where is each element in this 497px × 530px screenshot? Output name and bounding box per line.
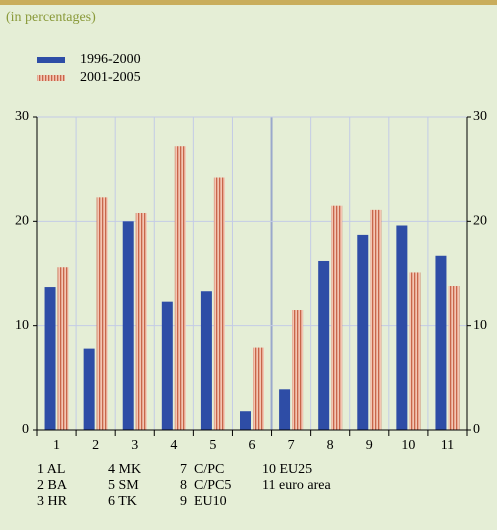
key-label: 10 EU25 [262, 462, 312, 477]
y2-tick-label: 10 [473, 318, 487, 333]
bar [174, 146, 186, 431]
key-label: 9 EU10 [180, 494, 227, 509]
legend-swatch [37, 57, 65, 63]
y-tick-label: 20 [15, 214, 29, 229]
bar [96, 197, 108, 430]
x-tick-label: 7 [288, 438, 295, 453]
bar [318, 260, 330, 430]
bar [435, 255, 447, 430]
bar [279, 389, 291, 430]
y2-tick-label: 20 [473, 214, 487, 229]
key-label: 1 AL [37, 462, 65, 477]
bar [331, 205, 343, 430]
legend-swatch [37, 75, 65, 81]
subtitle: (in percentages) [6, 10, 96, 25]
bar [396, 225, 408, 430]
bar [83, 348, 95, 430]
bar [357, 234, 369, 430]
x-tick-label: 10 [401, 438, 415, 453]
bar [409, 272, 421, 430]
key-label: 2 BA [37, 478, 68, 493]
y-tick-label: 30 [15, 109, 29, 124]
bar [240, 411, 251, 430]
key-label: 5 SM [108, 478, 139, 493]
x-tick-label: 6 [249, 438, 256, 453]
key-label: 3 HR [37, 494, 68, 509]
x-tick-label: 4 [170, 438, 177, 453]
y-tick-label: 10 [15, 318, 29, 333]
y-tick-label: 0 [22, 422, 29, 437]
bar [213, 177, 225, 430]
bar [253, 347, 264, 430]
bar [200, 291, 212, 430]
bar [448, 286, 460, 430]
bar [161, 301, 173, 430]
key-label: 6 TK [108, 494, 137, 509]
bar [57, 267, 69, 430]
key-label: 7 C/PC [180, 462, 224, 477]
bar [370, 209, 382, 430]
x-tick-label: 9 [366, 438, 373, 453]
bar [122, 221, 134, 430]
top-bar [0, 0, 497, 5]
legend-label: 1996-2000 [80, 52, 141, 67]
x-tick-label: 5 [209, 438, 216, 453]
key-label: 11 euro area [262, 478, 331, 493]
y2-tick-label: 0 [473, 422, 480, 437]
legend-label: 2001-2005 [80, 70, 141, 85]
x-tick-label: 11 [441, 438, 454, 453]
bar [135, 212, 147, 430]
x-tick-label: 1 [53, 438, 60, 453]
x-tick-label: 3 [131, 438, 138, 453]
y2-tick-label: 30 [473, 109, 487, 124]
x-tick-label: 2 [92, 438, 99, 453]
bar [44, 287, 56, 430]
key-label: 8 C/PC5 [180, 478, 231, 493]
key-label: 4 MK [108, 462, 141, 477]
bar [292, 310, 304, 430]
x-tick-label: 8 [327, 438, 334, 453]
